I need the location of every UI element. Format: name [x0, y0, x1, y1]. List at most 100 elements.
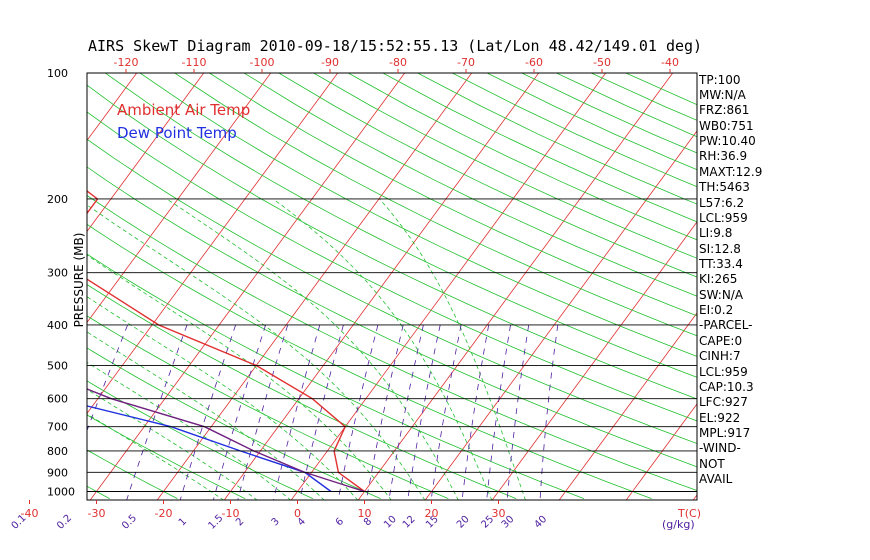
pressure-tick-label: 100 — [47, 67, 68, 80]
bottom-temp-tick-label: -30 — [88, 507, 106, 520]
dry-adiabat-line — [382, 73, 697, 223]
background-grid — [0, 73, 697, 500]
index-mpl: MPL:917 — [699, 426, 751, 440]
index-tp: TP:100 — [699, 73, 741, 87]
dry-adiabat-line — [209, 73, 697, 317]
dry-adiabat-line — [174, 73, 697, 337]
moist-adiabat-line — [87, 388, 258, 500]
isotherm-line — [87, 73, 339, 415]
index-rh: RH:36.9 — [699, 149, 748, 163]
mixing-ratio-tick-label: 12 — [401, 514, 418, 531]
mixing-ratio-line — [539, 324, 559, 500]
mixing-ratio-line — [87, 324, 128, 432]
index-pw: PW:10.40 — [699, 134, 756, 148]
moist-adiabat-line — [87, 413, 225, 500]
pressure-tick-label: 900 — [47, 466, 68, 479]
mixing-ratio-line — [273, 324, 321, 500]
index-mw: MW:N/A — [699, 88, 746, 102]
dry-adiabat-line — [87, 449, 178, 499]
pressure-tick-label: 700 — [47, 421, 68, 434]
dry-adiabat-line — [87, 485, 110, 499]
dry-adiabat-line — [139, 73, 697, 357]
isotherm-line — [357, 73, 674, 500]
dry-adiabat-line — [348, 73, 697, 241]
dry-adiabat-line — [278, 73, 697, 278]
mixing-ratio-tick-label: 8 — [362, 516, 374, 528]
dry-adiabat-line — [87, 111, 697, 422]
dry-adiabat-line — [452, 73, 697, 188]
isotherm-line — [625, 403, 697, 500]
mixing-ratio-line — [430, 324, 462, 500]
mixing-ratio-tick-label: 10 — [382, 514, 399, 531]
mixing-ratio-tick-label: 6 — [334, 516, 346, 528]
pressure-tick-label: 600 — [47, 393, 68, 406]
top-temp-tick-label: -90 — [321, 56, 339, 69]
mixing-ratio-line — [179, 324, 236, 500]
index-cap: CAP:10.3 — [699, 380, 754, 394]
isotherm-line — [0, 73, 3, 500]
top-temp-tick-label: -120 — [114, 56, 139, 69]
moist-adiabat-line — [87, 296, 359, 500]
chart-title: AIRS SkewT Diagram 2010-09-18/15:52:55.1… — [88, 37, 703, 55]
index-sw: SW:N/A — [699, 288, 744, 302]
mixing-ratio-tick-label: 4 — [296, 516, 308, 528]
index-ei: EI:0.2 — [699, 303, 734, 317]
mixing-ratio-tick-label: 2 — [234, 516, 246, 528]
isotherm-line — [424, 130, 697, 500]
mixing-ratio-line — [388, 324, 424, 500]
isotherm-line — [0, 73, 70, 500]
moist-adiabat-line — [87, 254, 392, 500]
isotherm-line — [290, 73, 607, 500]
moist-adiabat-line — [166, 198, 459, 500]
mixing-ratio-line — [506, 324, 530, 500]
moist-adiabat-line — [87, 204, 426, 500]
index-frz: FRZ:861 — [699, 103, 750, 117]
dry-adiabat-line — [87, 414, 246, 499]
bottom-temp-tick-label: 10 — [358, 507, 372, 520]
dry-adiabat-line — [87, 284, 517, 499]
isotherm-line — [491, 221, 697, 500]
index-tt: TT:33.4 — [699, 257, 743, 271]
dry-adiabat-line — [105, 73, 697, 378]
mixing-ratio-line — [237, 324, 289, 500]
pressure-tick-label: 1000 — [47, 486, 75, 499]
y-axis-label: PRESSURE (MB) — [72, 232, 86, 328]
legend-ambient-temp: Ambient Air Temp — [117, 101, 251, 119]
isotherm-line — [87, 73, 272, 324]
index-li: LI:9.8 — [699, 226, 733, 240]
mixing-ratio-tick-label: 20 — [455, 514, 472, 531]
dry-adiabat-line — [87, 194, 697, 492]
index-wb0: WB0:751 — [699, 119, 754, 133]
pressure-tick-label: 200 — [47, 193, 68, 206]
mixing-ratio-line — [212, 324, 266, 500]
mixing-ratio-line — [407, 324, 441, 500]
top-temp-tick-label: -40 — [661, 56, 679, 69]
dry-adiabat-line — [87, 347, 381, 499]
dry-adiabat-line — [313, 73, 697, 259]
wind-not: NOT — [699, 457, 725, 471]
top-temp-tick-label: -50 — [593, 56, 611, 69]
mixing-ratio-line — [461, 324, 490, 500]
mixing-ratio-line — [365, 324, 404, 500]
top-temp-tick-label: -80 — [389, 56, 407, 69]
moist-adiabat-line — [379, 198, 526, 500]
bottom-temp-tick-label: 0 — [294, 507, 301, 520]
index-lfc: LFC:927 — [699, 395, 748, 409]
pressure-tick-label: 800 — [47, 445, 68, 458]
index-th: TH:5463 — [699, 180, 750, 194]
index-parcel-lcl: LCL:959 — [699, 365, 748, 379]
wind-avail: AVAIL — [699, 472, 733, 486]
dry-adiabat-line — [243, 73, 697, 297]
bottom-temp-tick-label: -20 — [155, 507, 173, 520]
dry-adiabat-line — [417, 73, 697, 205]
index-cape: CAPE:0 — [699, 334, 743, 348]
legend-dew-point: Dew Point Temp — [117, 124, 237, 142]
bottom-temp-tick-label: -10 — [222, 507, 240, 520]
mixing-ratio-line — [486, 324, 511, 500]
dry-adiabat-line — [87, 223, 652, 499]
moist-adiabat-line — [87, 361, 292, 500]
dry-adiabat-line — [87, 315, 449, 499]
mixing-ratio-tick-label: 40 — [532, 514, 549, 531]
temp-unit-label: T(C) — [677, 507, 701, 520]
